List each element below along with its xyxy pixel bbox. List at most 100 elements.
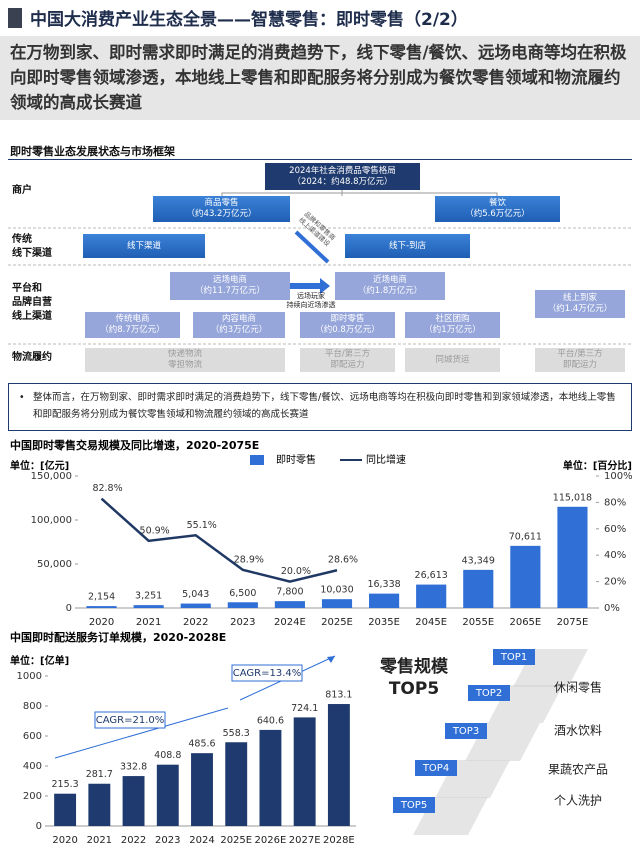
- x-tick-label: 2075E: [557, 617, 589, 628]
- bullet: •: [19, 392, 25, 403]
- rank-label: TOP4: [422, 763, 449, 774]
- x-tick-label: 2022: [183, 617, 208, 628]
- x-tick-label: 2022: [121, 835, 146, 846]
- box: 商品零售 （约43.2万亿元）: [153, 196, 290, 222]
- top5-item: 果蔬农产品: [548, 763, 608, 777]
- y-tick-label: 0: [66, 603, 72, 614]
- note-box: • 整体而言，在万物到家、即时需求即时满足的消费趋势下，线下零售/餐饮、远场电商等…: [8, 383, 632, 431]
- data-label: 20.0%: [281, 566, 311, 577]
- y2-tick-label: 100%: [604, 471, 633, 482]
- bar: [293, 717, 316, 826]
- x-tick-label: 2045E: [415, 617, 447, 628]
- note-text: 整体而言，在万物到家、即时需求即时满足的消费趋势下，线下零售/餐饮、远场电商等均…: [33, 392, 616, 420]
- rank-label: TOP2: [475, 688, 502, 699]
- data-label: 408.8: [154, 750, 181, 761]
- diag-arrow: [294, 230, 330, 264]
- arrow: [285, 278, 330, 294]
- x-tick-label: 2023: [155, 835, 180, 846]
- rank-box: [493, 649, 535, 665]
- y-axis-label: 单位：[亿单]: [10, 654, 69, 667]
- y2-tick-label: 0%: [604, 603, 620, 614]
- x-tick-label: 2020: [89, 617, 114, 628]
- bar: [191, 753, 213, 826]
- x-tick-label: 2024: [189, 835, 214, 846]
- data-label: 26,613: [415, 570, 448, 581]
- annotation-box: [94, 711, 166, 729]
- y-tick-label: 0: [36, 821, 42, 832]
- y-tick-label: 50,000: [37, 559, 72, 570]
- data-label: 82.8%: [92, 483, 122, 494]
- subtitle: 在万物到家、即时需求即时满足的消费趋势下，线下零售/餐饮、远场电商等均在积极向即…: [0, 36, 640, 120]
- y-tick-label: 800: [23, 701, 42, 712]
- y2-tick-label: 80%: [604, 497, 626, 508]
- data-label: 332.8: [120, 762, 147, 773]
- y-tick-label: 400: [23, 761, 42, 772]
- bar: [369, 593, 400, 608]
- y2-tick-label: 40%: [604, 550, 626, 561]
- data-label: 70,611: [509, 531, 542, 542]
- connector: [221, 192, 498, 196]
- bar: [133, 605, 164, 608]
- data-label: 640.6: [257, 715, 284, 726]
- x-tick-label: 2055E: [462, 617, 494, 628]
- box: 餐饮 （约5.6万亿元）: [435, 196, 560, 222]
- y-tick-label: 600: [23, 731, 42, 742]
- x-tick-label: 2025E: [321, 617, 353, 628]
- data-label: 50.9%: [140, 525, 170, 536]
- box: 2024年社会消费品零售格局 （2024：约48.8万亿元）: [265, 163, 420, 190]
- box: 线下渠道: [83, 234, 205, 258]
- data-label: 5,043: [182, 589, 209, 600]
- row-label: 商户: [12, 185, 32, 196]
- data-label: 724.1: [291, 703, 318, 714]
- cagr-arrow: [54, 707, 229, 759]
- bar: [463, 569, 494, 608]
- bar: [54, 793, 77, 826]
- box: 即时零售 （约0.8万亿元）: [300, 312, 395, 338]
- legend-label: 即时零售: [276, 453, 316, 466]
- rank-label: TOP3: [452, 726, 479, 737]
- y-tick-label: 100,000: [31, 515, 72, 526]
- rule: [8, 159, 632, 160]
- x-tick-label: 2026E: [255, 835, 287, 846]
- box: 近场电商 （约1.8万亿元）: [335, 272, 445, 300]
- data-label: 281.7: [86, 769, 113, 780]
- row-separators: [8, 227, 632, 345]
- bar: [274, 601, 305, 608]
- y2-tick-label: 20%: [604, 577, 626, 588]
- section-title: 即时零售业态发展状态与市场框架: [10, 145, 175, 158]
- data-label: 6,500: [229, 588, 256, 599]
- chart-title: 中国即时零售交易规模及同比增速，2020-2075E: [10, 438, 259, 452]
- row-label: 平台和 品牌自营 线上渠道: [12, 283, 52, 322]
- page-title: 中国大消费产业生态全景——智慧零售：即时零售（2/2）: [30, 10, 468, 30]
- rank-box: [393, 797, 435, 813]
- y-tick-label: 1000: [17, 671, 42, 682]
- title-marker: [8, 8, 22, 28]
- data-label: 115,018: [553, 492, 592, 503]
- x-tick-label: 2065E: [509, 617, 541, 628]
- x-tick-label: 2027E: [289, 835, 321, 846]
- y-tick-label: 150,000: [31, 471, 72, 482]
- box: 线上到家 （约1.4万亿元）: [535, 290, 625, 318]
- bar: [510, 545, 541, 608]
- box: 社区团购 （约1万亿元）: [405, 312, 500, 338]
- bar: [259, 729, 282, 826]
- box: 内容电商 （约3万亿元）: [193, 312, 285, 338]
- bar: [321, 599, 353, 608]
- arrow-note: 远场玩家 持续向近场渗透: [286, 292, 336, 309]
- arrowhead: [327, 656, 335, 663]
- bar: [122, 776, 145, 826]
- x-tick-label: 2035E: [368, 617, 400, 628]
- x-tick-label: 2021: [136, 617, 161, 628]
- box: 平台/第三方 即配运力: [535, 348, 625, 372]
- data-label: 28.9%: [234, 554, 264, 565]
- x-tick-label: 2020: [52, 835, 77, 846]
- x-tick-label: 2025E: [220, 835, 252, 846]
- annotation: CAGR=13.4%: [233, 668, 302, 679]
- chart-title: 中国即时配送服务订单规模，2020-2028E: [10, 630, 226, 644]
- data-label: 10,030: [320, 585, 353, 596]
- data-label: 3,251: [135, 591, 162, 602]
- bar: [416, 584, 447, 608]
- top5-item: 酒水饮料: [554, 724, 602, 738]
- rank-box: [468, 685, 510, 701]
